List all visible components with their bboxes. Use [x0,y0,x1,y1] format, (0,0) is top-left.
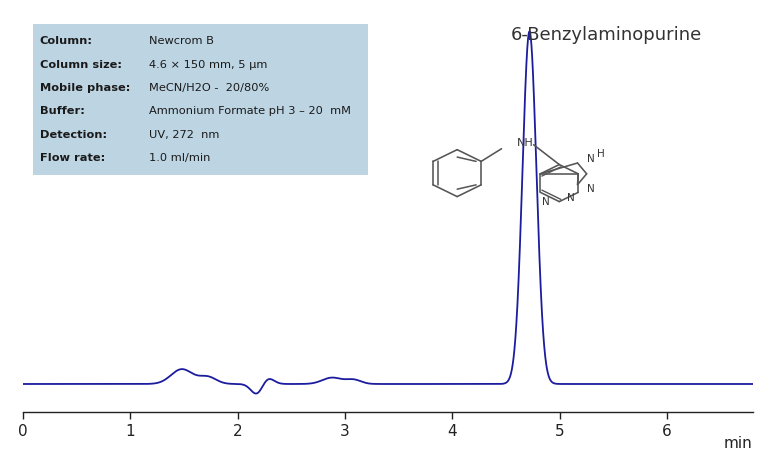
Text: Ammonium Formate pH 3 – 20  mM: Ammonium Formate pH 3 – 20 mM [149,106,351,116]
Text: N: N [587,154,594,164]
Text: N: N [567,193,574,203]
Text: N: N [587,184,594,194]
Text: N: N [542,196,550,207]
Text: Newcrom B: Newcrom B [149,37,214,46]
Text: Column size:: Column size: [40,60,122,70]
Text: Mobile phase:: Mobile phase: [40,83,131,93]
Text: Column:: Column: [40,37,93,46]
Text: min: min [724,436,753,451]
Text: 1.0 ml/min: 1.0 ml/min [149,153,210,163]
FancyBboxPatch shape [32,24,368,175]
Text: Flow rate:: Flow rate: [40,153,105,163]
Text: Detection:: Detection: [40,130,107,140]
Text: Buffer:: Buffer: [40,106,84,116]
Text: 6-Benzylaminopurine: 6-Benzylaminopurine [511,26,703,44]
Text: H: H [597,149,604,159]
Text: UV, 272  nm: UV, 272 nm [149,130,220,140]
Text: NH: NH [517,138,533,148]
Text: 4.6 × 150 mm, 5 μm: 4.6 × 150 mm, 5 μm [149,60,267,70]
Text: MeCN/H2O -  20/80%: MeCN/H2O - 20/80% [149,83,270,93]
